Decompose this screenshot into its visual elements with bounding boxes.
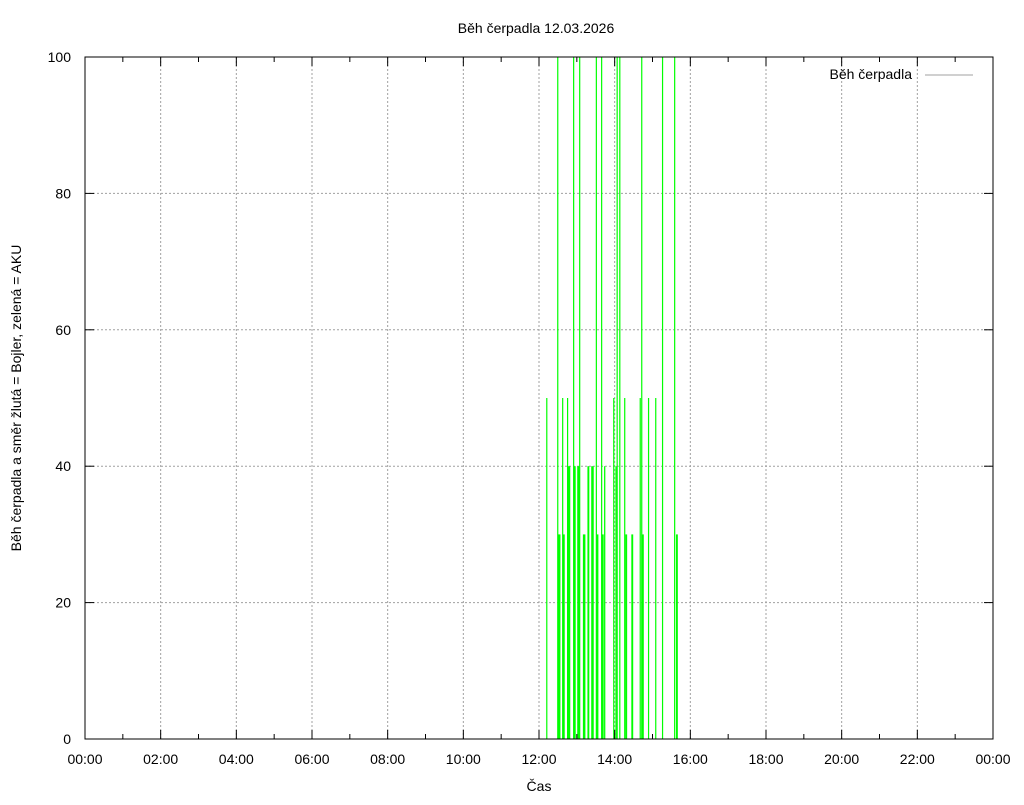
- pump-run-bar: [675, 534, 678, 739]
- pump-run-bar: [557, 57, 559, 739]
- y-tick-label: 80: [55, 185, 71, 201]
- pump-run-bar: [647, 398, 650, 739]
- pump-run-bar: [674, 57, 676, 739]
- y-tick-label: 60: [55, 322, 71, 338]
- pump-run-bar: [625, 534, 628, 739]
- pump-run-bar: [573, 466, 576, 739]
- pump-run-bar: [616, 57, 618, 739]
- pump-run-bar: [579, 57, 581, 739]
- chart-title: Běh čerpadla 12.03.2026: [458, 20, 615, 36]
- pump-run-bar: [624, 398, 626, 739]
- pump-run-bar: [639, 398, 641, 739]
- x-tick-label: 10:00: [446, 751, 481, 767]
- pump-run-bar: [601, 534, 604, 739]
- pump-run-bar: [557, 534, 561, 739]
- y-tick-label: 0: [63, 731, 71, 747]
- x-tick-label: 16:00: [673, 751, 708, 767]
- pump-run-bar: [591, 466, 594, 739]
- y-axis-label: Běh čerpadla a směr žlutá = Bojler, zele…: [8, 245, 24, 552]
- grid: [85, 57, 993, 739]
- legend: Běh čerpadla: [829, 66, 973, 82]
- pump-run-bar: [567, 466, 571, 739]
- pump-run-bar: [631, 534, 634, 739]
- x-tick-label: 14:00: [597, 751, 632, 767]
- pump-run-bar: [661, 57, 664, 739]
- y-tick-label: 40: [55, 458, 71, 474]
- pump-run-bar: [596, 534, 599, 739]
- x-tick-label: 02:00: [143, 751, 178, 767]
- pump-run-bar: [573, 57, 575, 739]
- x-axis-label: Čas: [527, 778, 552, 794]
- bars: [546, 57, 678, 739]
- pump-run-bar: [641, 534, 644, 739]
- x-tick-label: 06:00: [294, 751, 329, 767]
- pump-run-bar: [587, 466, 590, 739]
- x-tick-label: 00:00: [67, 751, 102, 767]
- pump-run-bar: [566, 398, 569, 739]
- legend-label: Běh čerpadla: [829, 66, 912, 82]
- pump-run-bar: [641, 57, 643, 739]
- pump-run-bar: [604, 466, 606, 739]
- x-tick-label: 12:00: [521, 751, 556, 767]
- pump-run-bar: [655, 398, 657, 739]
- ticks: 00:00 02:00 04:00 06:00 08:00 10:00 12:00 14:00…: [48, 49, 1011, 767]
- pump-run-bar: [615, 466, 617, 739]
- x-tick-label: 22:00: [900, 751, 935, 767]
- pump-run-bar: [613, 398, 615, 739]
- pump-run-bar: [562, 534, 565, 739]
- y-tick-label: 100: [48, 49, 72, 65]
- x-tick-label: 00:00: [975, 751, 1010, 767]
- pump-run-bar: [582, 534, 586, 739]
- x-tick-label: 04:00: [219, 751, 254, 767]
- pump-run-bar: [562, 398, 564, 739]
- pump-run-bar: [619, 57, 621, 739]
- x-tick-label: 08:00: [370, 751, 405, 767]
- pump-run-bar: [546, 398, 548, 739]
- pump-run-bar: [595, 57, 597, 739]
- pump-run-bar: [577, 466, 580, 739]
- y-tick-label: 20: [55, 595, 71, 611]
- x-tick-label: 20:00: [824, 751, 859, 767]
- pump-run-bar: [601, 57, 603, 739]
- x-tick-label: 18:00: [748, 751, 783, 767]
